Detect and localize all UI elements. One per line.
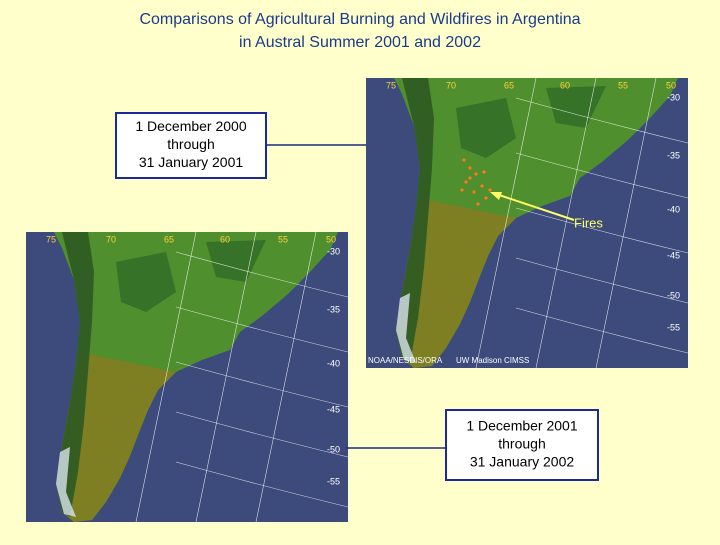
satellite-map: 75 70 65 60 55 50 -30 -35 -40 -45 -50 -55 [26, 232, 348, 522]
fire-spot [462, 158, 466, 162]
latitude-label: -35 [667, 150, 680, 160]
period-text: 31 January 2001 [139, 154, 244, 170]
credit: UW Madison CIMSS [456, 356, 529, 365]
graticule [595, 78, 657, 368]
graticule [175, 411, 348, 458]
graticule [135, 232, 197, 522]
credit: NOAA/NESDIS/ORA [368, 356, 443, 365]
graticule [195, 232, 257, 522]
latitude-label: -50 [327, 444, 340, 454]
latitude-label: -40 [327, 358, 340, 368]
longitude-label: 55 [278, 234, 288, 244]
fire-spot [482, 170, 486, 174]
latitude-label: -55 [327, 476, 340, 486]
graticule [175, 251, 348, 298]
latitude-label: -50 [667, 290, 680, 300]
land-patches [116, 240, 266, 312]
graticule [515, 152, 688, 199]
latitude-label: -35 [327, 304, 340, 314]
graticule [515, 257, 688, 304]
latitude-label: -30 [327, 246, 340, 256]
graticule [175, 306, 348, 353]
fires-arrow [495, 193, 575, 221]
fire-spot [460, 188, 464, 192]
longitude-label: 50 [666, 80, 676, 90]
fire-spot [480, 184, 484, 188]
fire-spot [474, 172, 478, 176]
satellite-map: 75 70 65 60 55 50 -30 -35 -40 -45 -50 -55 NOAA/NESDI… [366, 78, 688, 368]
fires-label: Fires [574, 215, 603, 230]
fire-spot [484, 196, 488, 200]
period-text: through [498, 436, 545, 452]
fires-arrowhead [490, 192, 502, 200]
latitude-label: -45 [667, 250, 680, 260]
fire-spot [472, 190, 476, 194]
fire-spot [464, 180, 468, 184]
fire-spot [488, 188, 492, 192]
graticule [515, 97, 688, 144]
period-text: 1 December 2001 [466, 418, 578, 434]
graticule [175, 461, 348, 508]
latitude-label: -55 [667, 322, 680, 332]
snow [396, 293, 416, 363]
longitude-label: 65 [164, 234, 174, 244]
title-line: Comparisons of Agricultural Burning and … [139, 11, 580, 28]
longitude-label: 75 [386, 80, 396, 90]
latitude-label: -40 [667, 204, 680, 214]
andes [56, 232, 94, 517]
title-line: in Austral Summer 2001 and 2002 [239, 34, 481, 51]
graticule [175, 361, 348, 408]
longitude-label: 75 [46, 234, 56, 244]
land-patches [456, 86, 606, 158]
graticule [515, 307, 688, 354]
period-text: 1 December 2000 [135, 118, 247, 134]
longitude-label: 60 [220, 234, 230, 244]
period-text: through [167, 136, 214, 152]
longitude-label: 65 [504, 80, 514, 90]
graticule [535, 78, 597, 368]
longitude-label: 70 [446, 80, 456, 90]
graticule [255, 232, 317, 522]
graticule [475, 78, 537, 368]
fire-spot [476, 202, 480, 206]
fire-spot [468, 176, 472, 180]
longitude-label: 50 [326, 234, 336, 244]
latitude-label: -30 [667, 92, 680, 102]
fire-spot [468, 166, 472, 170]
latitude-label: -45 [327, 404, 340, 414]
longitude-label: 55 [618, 80, 628, 90]
snow [56, 447, 76, 517]
longitude-label: 60 [560, 80, 570, 90]
graticule [515, 207, 688, 254]
period-box [115, 112, 267, 179]
period-box [445, 409, 599, 481]
longitude-label: 70 [106, 234, 116, 244]
period-text: 31 January 2002 [470, 454, 575, 470]
andes [396, 78, 434, 363]
